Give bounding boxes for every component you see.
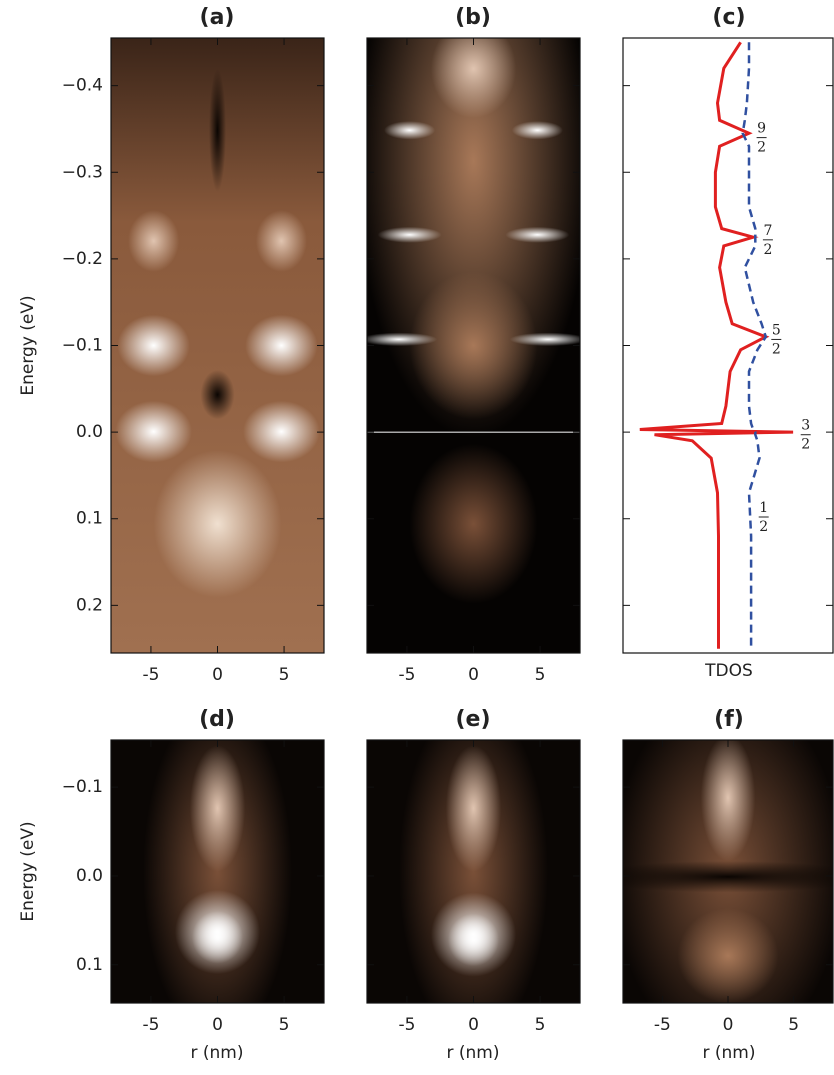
fraction-numerator: 7 bbox=[763, 223, 772, 239]
panel-title: (c) bbox=[712, 5, 745, 30]
fraction-denominator: 2 bbox=[772, 341, 781, 357]
x-tick-label: -5 bbox=[654, 1015, 671, 1035]
heatmap-blob bbox=[128, 210, 180, 272]
x-tick-label: 5 bbox=[535, 1015, 546, 1035]
panel-title: (e) bbox=[455, 707, 490, 732]
y-tick-label: 0.1 bbox=[76, 955, 103, 975]
panel: (a) −0.4 −0.3 −0.2 −0.1 0.0 0.1 0.2 -5 0 5 Energy (… bbox=[18, 5, 325, 685]
heatmap-blob bbox=[430, 38, 517, 118]
y-tick-label: 0.0 bbox=[76, 866, 103, 886]
x-tick-label: 0 bbox=[212, 665, 223, 685]
x-tick-label: 5 bbox=[788, 1015, 799, 1035]
x-axis-label: r (nm) bbox=[703, 1043, 756, 1063]
heatmap-blob bbox=[677, 908, 779, 1003]
heatmap-blob bbox=[447, 913, 500, 967]
heatmap-blob bbox=[367, 332, 438, 347]
y-axis-label: Energy (eV) bbox=[18, 295, 38, 395]
x-tick-label: 0 bbox=[212, 1015, 223, 1035]
plot-background bbox=[623, 38, 833, 653]
y-tick-label: −0.4 bbox=[62, 76, 103, 96]
heatmap-blob bbox=[115, 400, 192, 463]
x-tick-label: 0 bbox=[468, 1015, 479, 1035]
heatmap-blob bbox=[377, 226, 442, 243]
panel: (b) -5 0 5 bbox=[366, 5, 581, 685]
heatmap-blob bbox=[191, 910, 244, 964]
fraction-denominator: 2 bbox=[763, 242, 772, 258]
heatmap-blob bbox=[189, 745, 246, 872]
y-tick-label: 0.2 bbox=[76, 595, 103, 615]
heatmap bbox=[367, 38, 580, 653]
panel: (e) -5 0 5 r (nm) bbox=[366, 707, 581, 1063]
heatmap-blob bbox=[409, 271, 538, 420]
heatmap-blob bbox=[243, 400, 320, 463]
panel: (f) -5 0 5 r (nm) bbox=[622, 707, 834, 1063]
x-tick-label: -5 bbox=[398, 665, 415, 685]
heatmap-blob bbox=[255, 210, 307, 272]
x-axis-label: r (nm) bbox=[191, 1043, 244, 1063]
x-tick-label: 0 bbox=[723, 1015, 734, 1035]
heatmap-blob bbox=[200, 370, 235, 420]
panel-title: (b) bbox=[455, 5, 491, 30]
heatmap-blob bbox=[445, 745, 502, 872]
y-tick-label: −0.1 bbox=[62, 777, 103, 797]
y-tick-label: −0.3 bbox=[62, 162, 103, 182]
heatmap-blob bbox=[505, 226, 570, 243]
heatmap-blob bbox=[153, 450, 282, 598]
panel-title: (f) bbox=[714, 707, 744, 732]
x-tick-label: -5 bbox=[142, 665, 159, 685]
heatmap-blob bbox=[623, 860, 833, 893]
heatmap-blob bbox=[409, 443, 538, 604]
heatmap bbox=[111, 740, 324, 1003]
fraction-numerator: 9 bbox=[757, 121, 766, 137]
heatmap-blob bbox=[245, 314, 318, 377]
heatmap-blob bbox=[208, 68, 227, 192]
fraction-numerator: 3 bbox=[801, 418, 810, 434]
panel: (d) −0.1 0.0 0.1 -5 0 5 r (nm) Energy (eV) bbox=[18, 707, 325, 1063]
x-tick-label: 5 bbox=[535, 665, 546, 685]
fraction-denominator: 2 bbox=[759, 519, 768, 535]
y-tick-label: 0.0 bbox=[76, 422, 103, 442]
x-tick-label: 5 bbox=[279, 665, 290, 685]
heatmap-blob bbox=[509, 332, 580, 347]
tdos-line bbox=[639, 41, 794, 649]
fraction-denominator: 2 bbox=[757, 140, 766, 156]
heatmap-blob bbox=[117, 314, 190, 377]
fraction-denominator: 2 bbox=[801, 437, 810, 453]
y-tick-label: −0.2 bbox=[62, 249, 103, 269]
heatmap bbox=[367, 740, 580, 1003]
heatmap-blob bbox=[700, 740, 756, 861]
heatmap bbox=[111, 38, 324, 653]
heatmap bbox=[623, 740, 833, 1003]
fraction-numerator: 1 bbox=[759, 500, 768, 516]
heatmap-blob bbox=[384, 121, 436, 140]
x-tick-label: 0 bbox=[468, 665, 479, 685]
tdos-line bbox=[741, 42, 768, 649]
x-tick-label: -5 bbox=[398, 1015, 415, 1035]
panel-title: (d) bbox=[199, 707, 235, 732]
x-tick-label: 5 bbox=[279, 1015, 290, 1035]
x-axis-label: TDOS bbox=[704, 661, 753, 681]
y-tick-label: 0.1 bbox=[76, 509, 103, 529]
panel: 9 2 7 2 5 2 3 2 1 2 (c) TDOS bbox=[622, 5, 834, 681]
panel-title: (a) bbox=[200, 5, 235, 30]
fraction-numerator: 5 bbox=[772, 322, 781, 338]
x-tick-label: -5 bbox=[142, 1015, 159, 1035]
heatmap-blob bbox=[511, 121, 563, 140]
y-tick-label: −0.1 bbox=[62, 336, 103, 356]
x-axis-label: r (nm) bbox=[447, 1043, 500, 1063]
y-axis-label: Energy (eV) bbox=[18, 821, 38, 921]
